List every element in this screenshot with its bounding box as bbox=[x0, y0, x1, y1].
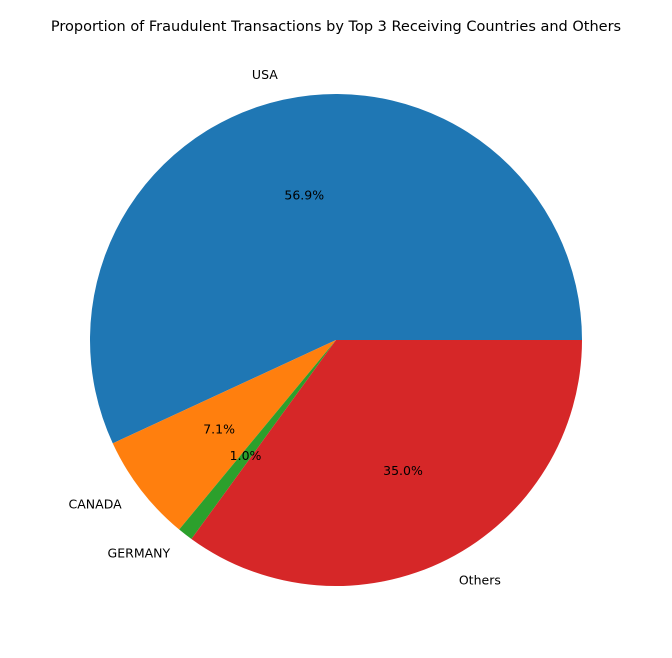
pie-slice-usa bbox=[89, 93, 582, 444]
slice-label-others: Others bbox=[459, 573, 501, 588]
pct-label-usa: 56.9% bbox=[284, 187, 324, 202]
pie-labels: USA 56.9% CANADA 7.1% GERMANY 1.0% Others 35.0% bbox=[69, 67, 501, 587]
pie-slice-others bbox=[191, 340, 582, 587]
pct-label-germany: 1.0% bbox=[230, 448, 262, 463]
pie-slices bbox=[89, 93, 582, 587]
slice-label-usa: USA bbox=[252, 67, 278, 82]
pie-slice-canada bbox=[112, 340, 336, 530]
slice-label-canada: CANADA bbox=[69, 497, 123, 512]
pct-label-others: 35.0% bbox=[383, 463, 423, 478]
slice-label-germany: GERMANY bbox=[108, 545, 171, 560]
chart-title: Proportion of Fraudulent Transactions by… bbox=[51, 19, 621, 35]
pct-label-canada: 7.1% bbox=[203, 422, 235, 437]
pie-slice-germany bbox=[179, 340, 336, 540]
